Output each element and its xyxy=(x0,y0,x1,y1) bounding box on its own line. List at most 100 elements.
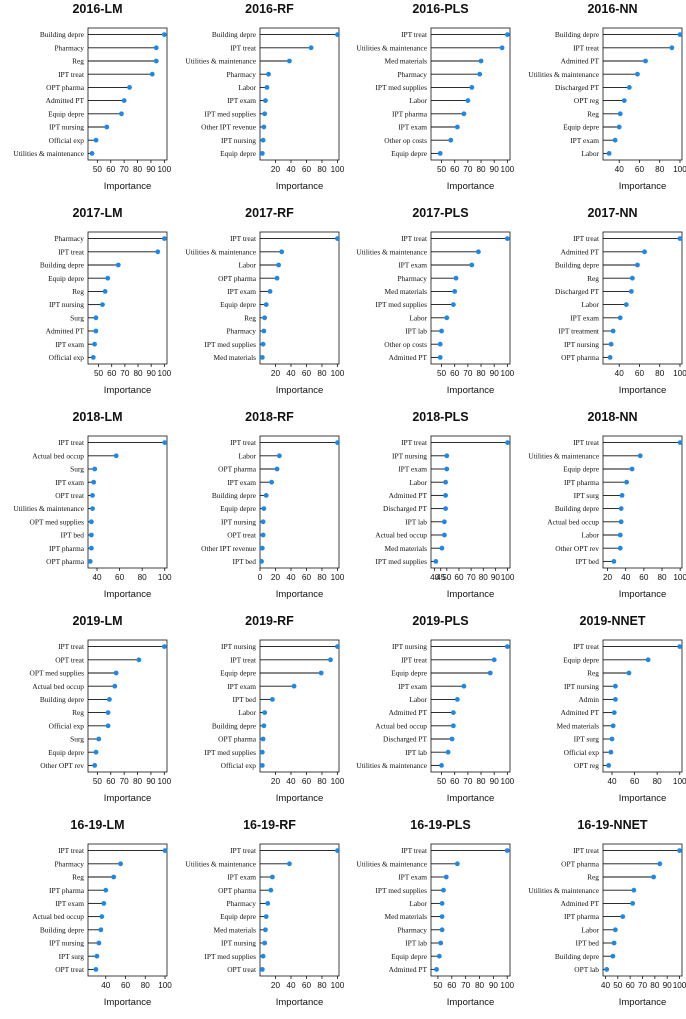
category-label: Labor xyxy=(581,531,599,540)
x-tick-label: 60 xyxy=(302,777,312,786)
lollipop-point xyxy=(635,71,640,77)
category-label: OPT pharma xyxy=(46,83,85,92)
category-label: Utilities & maintenance xyxy=(13,149,84,158)
category-label: Official exp xyxy=(49,721,85,730)
chart-panel: 2018-RF IPT treat Labor OPT pharma IPT exam B… xyxy=(172,408,345,611)
chart-svg: 2016-NN Building depre IPT treat Admitted P… xyxy=(528,2,686,192)
lollipop-point xyxy=(264,85,270,90)
chart-title: 2018-RF xyxy=(245,410,294,424)
x-tick-label: 80 xyxy=(317,165,327,174)
lollipop-point xyxy=(637,453,643,459)
category-label: Other op costs xyxy=(384,340,427,349)
lollipop-point xyxy=(263,302,269,307)
x-tick-label: 90 xyxy=(146,777,156,786)
category-label: IPT exam xyxy=(398,123,427,132)
lollipop-point xyxy=(613,697,618,702)
lollipop-point xyxy=(616,124,622,130)
lollipop-point xyxy=(613,683,618,689)
category-label: Discharged PT xyxy=(555,287,599,296)
lollipop-point xyxy=(93,328,99,334)
category-label: Discharged PT xyxy=(555,83,599,92)
lollipop-point xyxy=(504,236,510,241)
category-label: IPT exam xyxy=(227,478,256,487)
category-label: IPT surg xyxy=(574,491,600,500)
lollipop-point xyxy=(445,749,451,755)
x-tick-label: 100 xyxy=(331,165,345,174)
x-tick-label: 90 xyxy=(663,981,673,990)
category-label: OPT treat xyxy=(55,491,85,500)
lollipop-point xyxy=(161,236,167,241)
category-label: IPT treat xyxy=(401,846,428,855)
chart-panel: 2019-RF IPT nursing IPT treat Equip depre IP… xyxy=(172,612,344,815)
chart-title: 2016-NN xyxy=(587,2,637,16)
lollipop-point xyxy=(261,124,267,130)
plot-frame xyxy=(87,231,168,365)
lollipop-point xyxy=(93,315,99,321)
category-label: Reg xyxy=(72,287,84,296)
lollipop-point xyxy=(437,341,443,347)
chart-svg: 2019-NNET IPT treat Equip depre Reg IPT nurs… xyxy=(557,614,686,804)
chart-panel: 2017-PLS IPT treat Utilities & maintenance… xyxy=(343,204,515,407)
x-tick-label: 80 xyxy=(476,369,486,378)
lollipop-point xyxy=(90,506,95,511)
chart-panel: 2017-NN IPT treat Admitted PT Building depr… xyxy=(515,204,686,407)
category-label: IPT exam xyxy=(570,136,599,145)
lollipop-point xyxy=(136,657,142,663)
lollipop-point xyxy=(259,749,265,755)
category-label: IPT surg xyxy=(574,735,600,744)
category-label: IPT exam xyxy=(55,340,84,349)
lollipop-point xyxy=(111,874,117,880)
x-tick-label: 90 xyxy=(490,165,500,174)
lollipop-point xyxy=(617,111,623,117)
category-label: IPT bed xyxy=(233,557,257,566)
category-label: Equip depre xyxy=(391,952,428,961)
lollipop-point xyxy=(623,302,629,307)
lollipop-point xyxy=(450,302,456,307)
lollipop-point xyxy=(439,545,445,551)
lollipop-point xyxy=(90,355,96,360)
category-label: Admitted PT xyxy=(46,327,85,336)
x-tick-label: 60 xyxy=(107,369,117,378)
x-tick-label: 80 xyxy=(657,573,667,582)
lollipop-point xyxy=(444,466,450,472)
category-label: IPT med supplies xyxy=(204,748,256,757)
plot-frame xyxy=(602,435,683,569)
category-label: Surg xyxy=(70,465,84,474)
x-tick-label: 40 xyxy=(430,573,440,582)
lollipop-point xyxy=(269,874,275,880)
category-label: IPT pharma xyxy=(49,886,85,895)
category-label: OPT pharma xyxy=(46,557,85,566)
x-tick-label: 60 xyxy=(106,777,116,786)
lollipop-point xyxy=(262,940,268,946)
lollipop-point xyxy=(287,861,292,867)
category-label: Pharmacy xyxy=(54,234,84,243)
lollipop-point xyxy=(105,710,111,715)
chart-svg: 2017-NN IPT treat Admitted PT Building depr… xyxy=(555,206,686,396)
x-tick-label: 50 xyxy=(613,981,623,990)
lollipop-point xyxy=(626,670,632,676)
category-label: Labor xyxy=(238,83,256,92)
lollipop-point xyxy=(617,532,623,538)
lollipop-point xyxy=(436,953,442,959)
lollipop-point xyxy=(279,249,285,255)
x-axis-label: Importance xyxy=(276,589,324,600)
lollipop-point xyxy=(92,466,98,472)
lollipop-point xyxy=(261,506,267,511)
lollipop-point xyxy=(92,341,97,347)
x-tick-label: 80 xyxy=(317,777,327,786)
chart-panel: 16-19-LM IPT treat Pharmacy Reg IPT pharma IP… xyxy=(0,816,172,1019)
lollipop-point xyxy=(260,519,266,525)
category-label: IPT med supplies xyxy=(204,952,256,961)
x-tick-label: 100 xyxy=(158,981,172,990)
x-tick-label: 50 xyxy=(437,369,447,378)
category-label: IPT lab xyxy=(405,327,427,336)
lollipop-point xyxy=(94,953,100,959)
x-axis-label: Importance xyxy=(447,385,495,396)
category-label: Building depre xyxy=(555,30,600,39)
lollipop-point xyxy=(259,545,265,551)
category-label: IPT med supplies xyxy=(375,300,427,309)
lollipop-point xyxy=(606,763,612,768)
x-tick-label: 70 xyxy=(638,981,648,990)
x-tick-label: 60 xyxy=(630,777,640,786)
category-label: OPT reg xyxy=(574,761,599,770)
